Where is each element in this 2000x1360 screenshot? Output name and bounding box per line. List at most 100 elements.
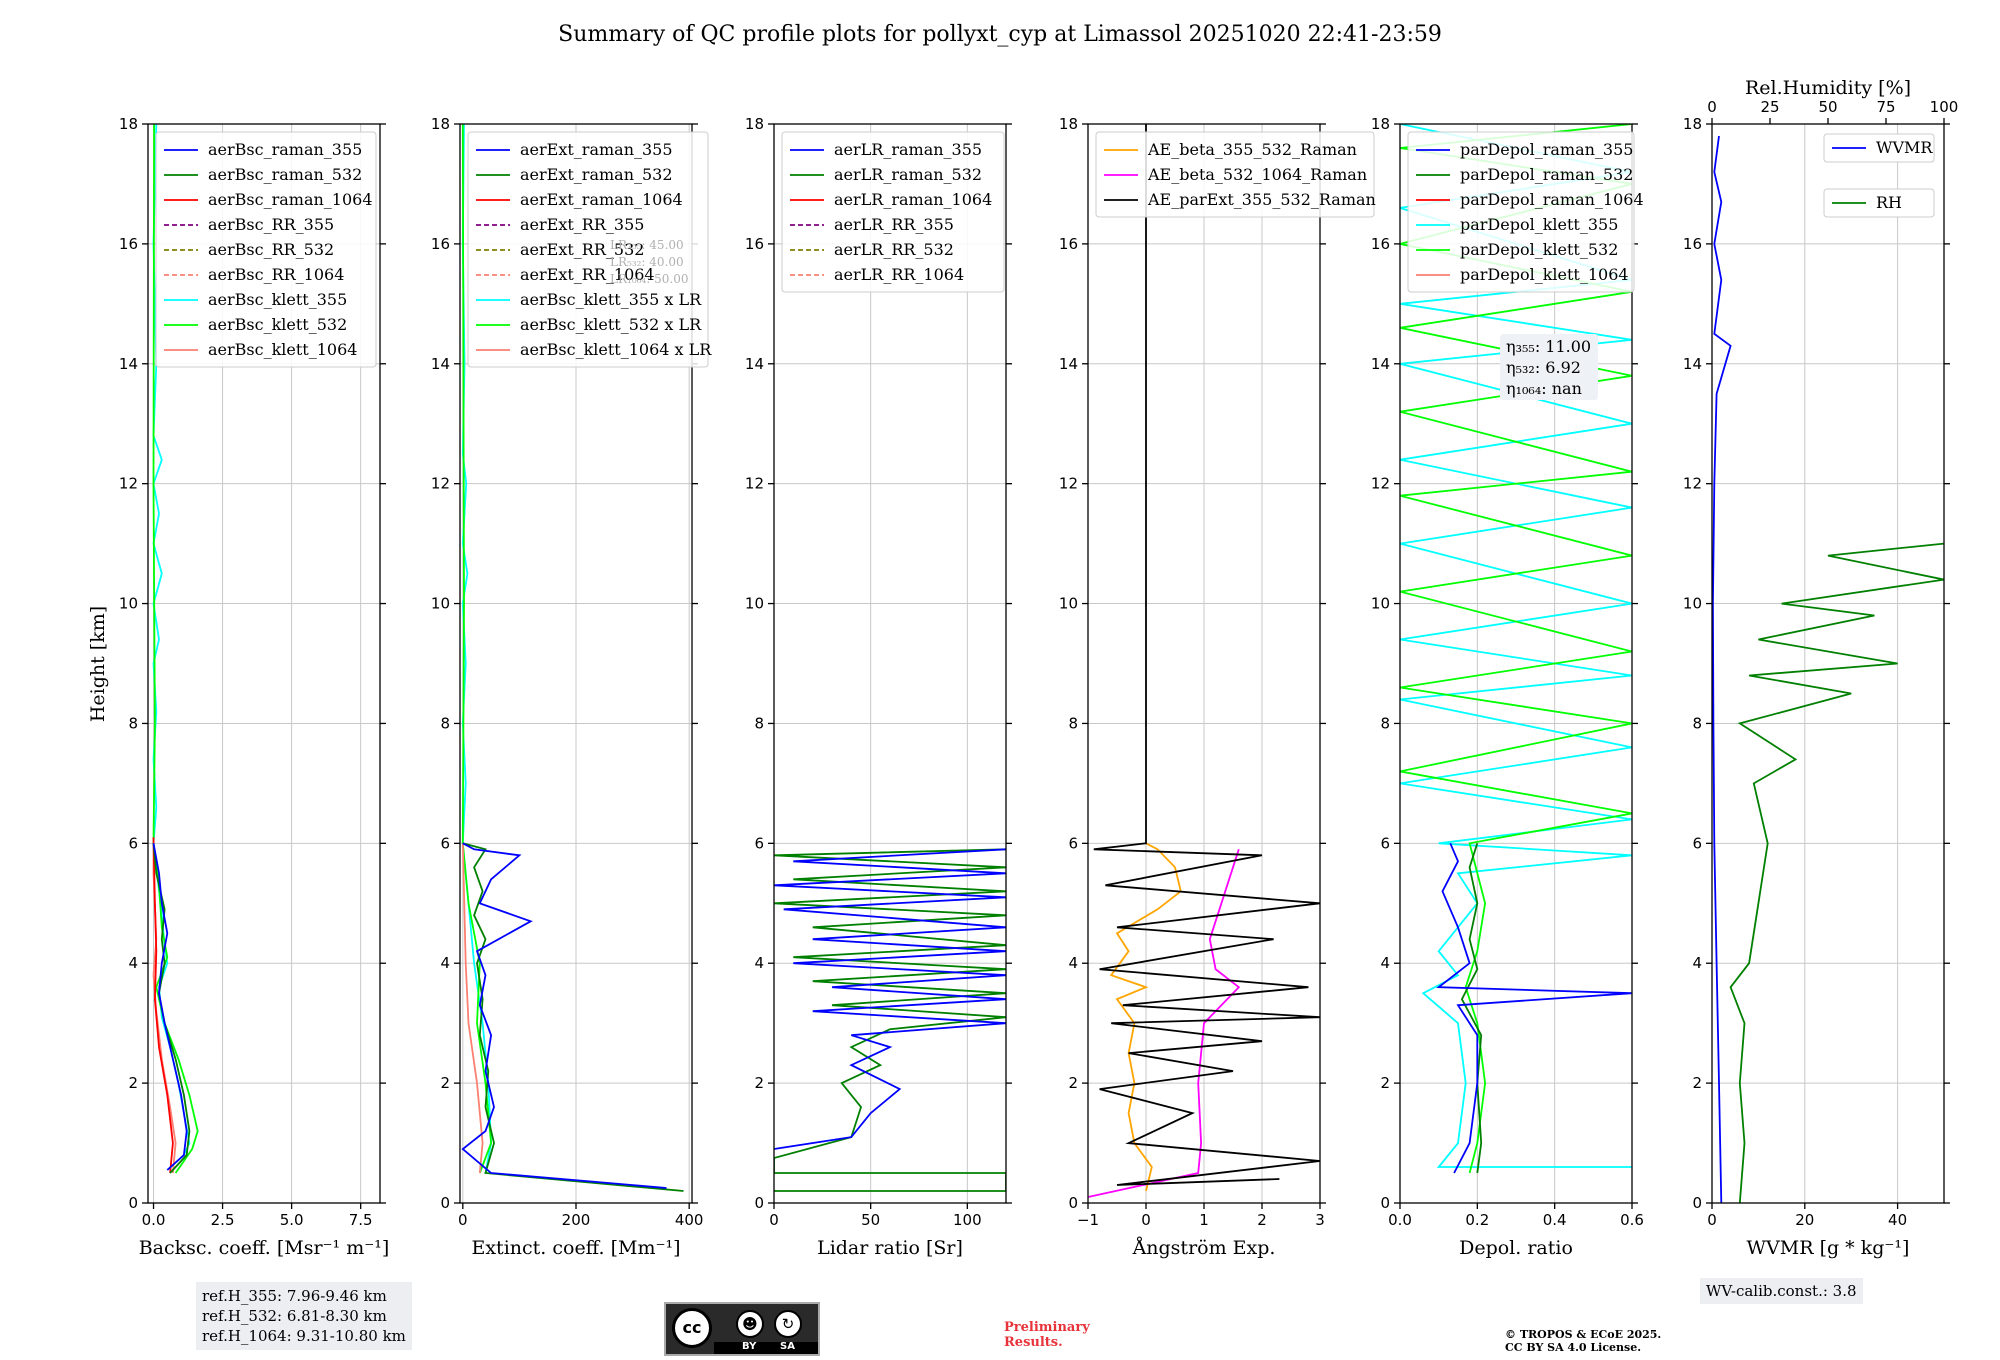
legend-entry-aerlr-raman-532: aerLR_raman_532 xyxy=(834,165,982,184)
legend-entry-aerbsc-raman-532: aerBsc_raman_532 xyxy=(208,165,362,184)
legend-entry-aerbsc-raman-1064: aerBsc_raman_1064 xyxy=(208,190,373,209)
top-xtick-label: 50 xyxy=(1818,98,1837,116)
xtick-label: 0.0 xyxy=(1388,1211,1412,1229)
legend-wv xyxy=(1823,133,1935,218)
legend-entry-aerbsc-klett-1064-x-lr: aerBsc_klett_1064 x LR xyxy=(520,340,712,359)
ytick-label: 14 xyxy=(1059,355,1078,373)
ytick-label: 18 xyxy=(745,115,764,133)
series-line-aerbsc-raman-355 xyxy=(152,843,188,1171)
series-line-aerext-raman-355 xyxy=(461,842,667,1189)
xtick-label: 50 xyxy=(861,1211,880,1229)
axes-frame-lr xyxy=(773,123,1007,1204)
series-line-aerbsc-raman-1064 xyxy=(152,837,174,1174)
ytick-label: 18 xyxy=(431,115,450,133)
legend-box xyxy=(1823,133,1935,163)
xtick-label: 0 xyxy=(1141,1211,1151,1229)
preliminary-line-2: Results. xyxy=(1004,1335,1063,1350)
xtick-label: 40 xyxy=(1888,1211,1907,1229)
ytick-label: 12 xyxy=(1683,475,1702,493)
ytick-label: 6 xyxy=(440,834,450,852)
legend-ext xyxy=(467,131,709,368)
axes-frame-bsc xyxy=(147,123,381,1204)
ytick-label: 12 xyxy=(431,475,450,493)
ytick-label: 16 xyxy=(1683,235,1702,253)
legend-entry-aerext-raman-1064: aerExt_raman_1064 xyxy=(520,190,683,209)
series-line-rh xyxy=(1729,542,1944,1203)
axes-frame-depol xyxy=(1399,123,1633,1204)
legend-box xyxy=(1407,131,1635,293)
x-axis-label-lr: Lidar ratio [Sr] xyxy=(817,1237,963,1259)
eta-note-line: η₅₃₂: 6.92 xyxy=(1506,358,1581,377)
ytick-label: 14 xyxy=(1371,355,1390,373)
legend-entry-wvmr: WVMR xyxy=(1876,138,1933,157)
legend-entry-aerbsc-rr-532: aerBsc_RR_532 xyxy=(208,240,334,259)
xtick-label: 7.5 xyxy=(349,1211,373,1229)
eta-note-line: η₁₀₆₄: nan xyxy=(1506,379,1582,398)
lr-note: LR₁₀₆₄: 50.00 xyxy=(610,272,688,286)
ref-height-355: ref.H_355: 7.96-9.46 km xyxy=(202,1287,387,1305)
ytick-label: 0 xyxy=(128,1194,138,1212)
ytick-label: 12 xyxy=(1371,475,1390,493)
ytick-label: 14 xyxy=(745,355,764,373)
ytick-label: 2 xyxy=(440,1074,450,1092)
wv-calibration-box: WV-calib.const.: 3.8 xyxy=(1700,1278,1863,1304)
legend-entry-ae-beta-532-1064-raman: AE_beta_532_1064_Raman xyxy=(1147,165,1367,184)
y-axis-label: Height [km] xyxy=(87,606,109,722)
series-line-aerext-raman-532 xyxy=(462,842,684,1192)
legend-entry-pardepol-klett-1064: parDepol_klett_1064 xyxy=(1460,265,1629,284)
ytick-label: 0 xyxy=(440,1194,450,1212)
ytick-label: 6 xyxy=(128,834,138,852)
ytick-label: 4 xyxy=(1380,954,1390,972)
copyright-line-1: © TROPOS & ECoE 2025. xyxy=(1505,1328,1662,1341)
legend-lr xyxy=(781,131,1005,293)
panel-depol xyxy=(1394,123,1638,1209)
xtick-label: 100 xyxy=(953,1211,982,1229)
legend-entry-aerbsc-klett-532-x-lr: aerBsc_klett_532 x LR xyxy=(520,315,702,334)
legend-entry-aerlr-raman-1064: aerLR_raman_1064 xyxy=(834,190,992,209)
xtick-label: 0 xyxy=(1707,1211,1717,1229)
ytick-label: 14 xyxy=(431,355,450,373)
ytick-label: 18 xyxy=(1683,115,1702,133)
legend-entry-aerbsc-klett-1064: aerBsc_klett_1064 xyxy=(208,340,357,359)
legend-entry-ae-parext-355-532-raman: AE_parExt_355_532_Raman xyxy=(1147,190,1376,209)
xtick-label: 2 xyxy=(1257,1211,1267,1229)
legend-entry-aerbsc-klett-355-x-lr: aerBsc_klett_355 x LR xyxy=(520,290,702,309)
xtick-label: 3 xyxy=(1315,1211,1325,1229)
series-line-aerlr-raman-355 xyxy=(774,848,1006,1150)
lr-note: LR₃₅₅: 45.00 xyxy=(610,238,684,252)
xtick-label: −1 xyxy=(1077,1211,1099,1229)
x-axis-label-depol: Depol. ratio xyxy=(1459,1237,1573,1259)
ytick-label: 12 xyxy=(119,475,138,493)
xtick-label: 2.5 xyxy=(211,1211,235,1229)
ytick-label: 10 xyxy=(1371,595,1390,613)
copyright-note: © TROPOS & ECoE 2025. CC BY SA 4.0 Licen… xyxy=(1505,1328,1661,1354)
ytick-label: 0 xyxy=(1068,1194,1078,1212)
series-line-pardepol-raman-355 xyxy=(1436,842,1632,1174)
ytick-label: 8 xyxy=(1692,714,1702,732)
legend-entry-pardepol-raman-1064: parDepol_raman_1064 xyxy=(1460,190,1644,209)
ytick-label: 18 xyxy=(1371,115,1390,133)
sa-share-icon: ↻ xyxy=(774,1310,802,1338)
copyright-line-2: CC BY SA 4.0 License. xyxy=(1505,1341,1642,1354)
legend-entry-aerlr-rr-532: aerLR_RR_532 xyxy=(834,240,954,259)
legend-entry-aerbsc-raman-355: aerBsc_raman_355 xyxy=(208,140,362,159)
ytick-label: 2 xyxy=(1068,1074,1078,1092)
series-line-aerbsc-klett-1064 xyxy=(152,843,177,1174)
ytick-label: 18 xyxy=(1059,115,1078,133)
ref-height-1064: ref.H_1064: 9.31-10.80 km xyxy=(202,1327,406,1345)
ytick-label: 6 xyxy=(1692,834,1702,852)
ytick-label: 8 xyxy=(128,714,138,732)
xtick-label: 1 xyxy=(1199,1211,1209,1229)
top-axis-label: Rel.Humidity [%] xyxy=(1745,77,1911,99)
legend-entry-aerext-rr-532: aerExt_RR_532 xyxy=(520,240,644,259)
ytick-label: 6 xyxy=(754,834,764,852)
legend-entry-aerlr-raman-355: aerLR_raman_355 xyxy=(834,140,982,159)
cc-badge-band xyxy=(714,1342,818,1354)
ytick-label: 4 xyxy=(440,954,450,972)
ytick-label: 16 xyxy=(119,235,138,253)
legend-entry-aerext-rr-1064: aerExt_RR_1064 xyxy=(520,265,655,284)
series-line-pardepol-klett-355 xyxy=(1400,124,1632,1168)
legend-box xyxy=(155,131,377,368)
panel-ae xyxy=(1082,123,1375,1209)
